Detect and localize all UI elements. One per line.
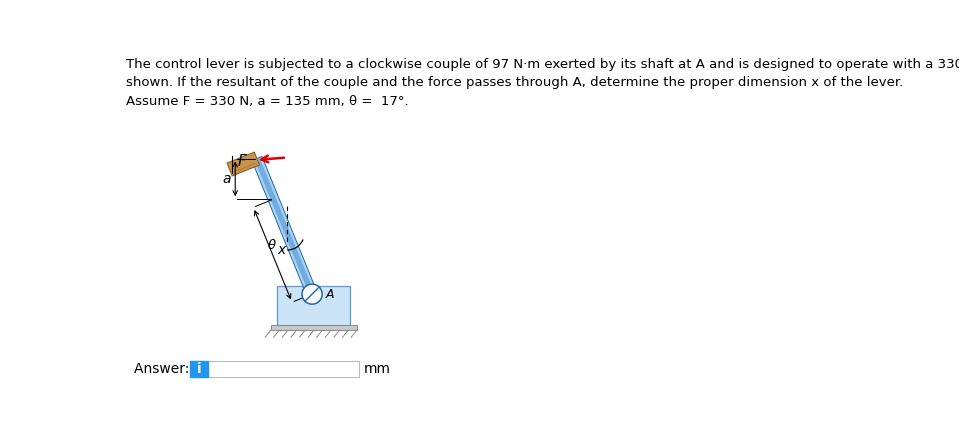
Bar [277,286,350,325]
Text: The control lever is subjected to a clockwise couple of 97 N·m exerted by its sh: The control lever is subjected to a cloc… [126,58,959,108]
Polygon shape [227,152,260,176]
Text: Answer: x =: Answer: x = [134,362,222,376]
FancyBboxPatch shape [190,361,208,377]
Text: F: F [238,154,246,169]
Text: a: a [222,172,231,186]
Text: x: x [277,243,286,257]
Text: i: i [197,362,201,376]
Text: A: A [325,289,334,301]
Polygon shape [254,157,315,295]
Text: θ: θ [268,239,276,252]
Bar [270,325,357,330]
Circle shape [302,284,322,304]
Polygon shape [252,157,317,296]
Text: mm: mm [364,362,391,376]
Bar [208,361,360,377]
